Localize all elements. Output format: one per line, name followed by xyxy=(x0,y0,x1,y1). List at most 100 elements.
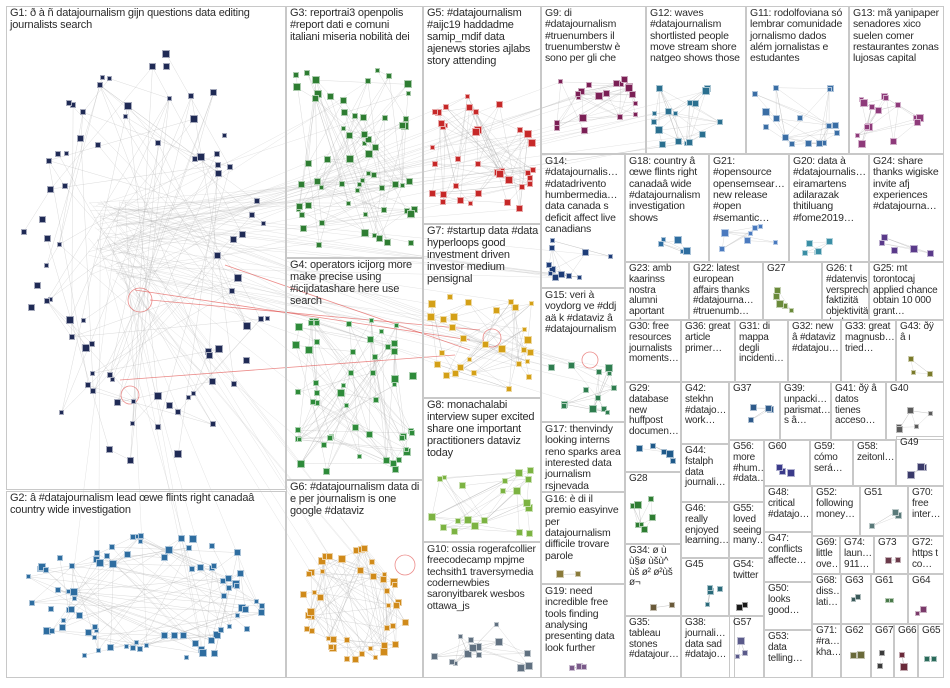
graph-node[interactable] xyxy=(524,170,531,177)
graph-node[interactable] xyxy=(556,570,565,579)
graph-node[interactable] xyxy=(391,339,399,347)
group-g13-box[interactable]: G13: mã yanipaper senadores xico suelen … xyxy=(849,6,944,154)
graph-node[interactable] xyxy=(330,635,338,643)
graph-node[interactable] xyxy=(736,636,745,645)
graph-node[interactable] xyxy=(408,239,415,246)
graph-node[interactable] xyxy=(456,196,464,204)
graph-node[interactable] xyxy=(292,83,301,92)
graph-node[interactable] xyxy=(751,225,758,232)
graph-node[interactable] xyxy=(394,323,400,329)
graph-node[interactable] xyxy=(673,236,682,245)
graph-node[interactable] xyxy=(91,634,97,640)
graph-node[interactable] xyxy=(664,107,672,115)
graph-node[interactable] xyxy=(371,232,377,238)
graph-node[interactable] xyxy=(107,643,114,651)
graph-node[interactable] xyxy=(475,651,482,658)
graph-node[interactable] xyxy=(327,644,334,651)
graph-node[interactable] xyxy=(352,424,360,432)
group-g60-box[interactable]: G60 xyxy=(764,440,810,486)
graph-node[interactable] xyxy=(672,110,678,116)
graph-node[interactable] xyxy=(524,650,532,657)
graph-node[interactable] xyxy=(186,544,193,551)
graph-node[interactable] xyxy=(762,123,769,130)
group-g46-box[interactable]: G46: really enjoyed learning… xyxy=(681,502,729,558)
group-g44-box[interactable]: G44: fstalph data journali… xyxy=(681,444,729,502)
graph-node[interactable] xyxy=(234,274,243,283)
graph-node[interactable] xyxy=(910,244,919,253)
graph-node[interactable] xyxy=(312,76,321,85)
graph-node[interactable] xyxy=(481,517,489,525)
group-g59-box[interactable]: G59: cómo será… xyxy=(810,440,853,486)
group-g9-box[interactable]: G9: di #datajournalism #truenumbers il t… xyxy=(541,6,646,154)
graph-node[interactable] xyxy=(805,139,813,147)
graph-node[interactable] xyxy=(214,169,222,177)
graph-node[interactable] xyxy=(312,95,320,103)
group-g40-box[interactable]: G40 xyxy=(886,382,944,440)
graph-node[interactable] xyxy=(92,623,99,630)
graph-node[interactable] xyxy=(313,320,320,327)
group-g16-box[interactable]: G16: è di il premio easyinve per datajou… xyxy=(541,492,625,584)
graph-node[interactable] xyxy=(59,624,67,632)
graph-node[interactable] xyxy=(874,106,882,114)
graph-node[interactable] xyxy=(442,372,450,380)
group-g38-box[interactable]: G38: journali… data sad #datajo… xyxy=(681,616,735,678)
graph-node[interactable] xyxy=(608,253,614,259)
graph-node[interactable] xyxy=(210,89,218,97)
graph-node[interactable] xyxy=(468,637,475,644)
graph-node[interactable] xyxy=(188,93,195,100)
group-g23-box[interactable]: G23: amb kaarinss nostra alumni aportant… xyxy=(625,262,689,320)
graph-node[interactable] xyxy=(306,571,313,578)
graph-node[interactable] xyxy=(299,212,306,219)
graph-node[interactable] xyxy=(864,124,871,131)
graph-node[interactable] xyxy=(452,183,459,190)
graph-node[interactable] xyxy=(517,664,526,673)
graph-node[interactable] xyxy=(669,457,676,464)
graph-node[interactable] xyxy=(186,395,192,401)
graph-node[interactable] xyxy=(805,239,813,247)
graph-node[interactable] xyxy=(208,377,216,385)
graph-node[interactable] xyxy=(868,104,875,111)
graph-node[interactable] xyxy=(907,407,915,415)
graph-node[interactable] xyxy=(566,273,573,280)
graph-node[interactable] xyxy=(650,604,658,612)
graph-node[interactable] xyxy=(144,642,150,648)
group-g3-box[interactable]: G3: reportrai3 openpolis #report dati e … xyxy=(286,6,423,258)
graph-node[interactable] xyxy=(430,653,438,661)
graph-node[interactable] xyxy=(451,528,459,536)
graph-node[interactable] xyxy=(779,467,787,475)
graph-node[interactable] xyxy=(190,390,196,396)
graph-node[interactable] xyxy=(190,114,199,123)
graph-node[interactable] xyxy=(369,573,377,581)
graph-node[interactable] xyxy=(567,361,575,369)
graph-node[interactable] xyxy=(527,139,536,148)
graph-node[interactable] xyxy=(47,185,55,193)
graph-node[interactable] xyxy=(43,235,51,243)
group-g52-box[interactable]: G52: following money… xyxy=(812,486,860,536)
graph-node[interactable] xyxy=(553,120,560,127)
graph-node[interactable] xyxy=(95,647,101,653)
group-g31-box[interactable]: G31: di mappa degli incidenti… xyxy=(735,320,788,382)
graph-node[interactable] xyxy=(761,108,770,117)
graph-node[interactable] xyxy=(123,101,132,110)
graph-node[interactable] xyxy=(177,534,185,542)
graph-node[interactable] xyxy=(446,293,453,300)
group-g70-box[interactable]: G70: free inter… xyxy=(908,486,944,536)
graph-node[interactable] xyxy=(401,618,409,626)
graph-node[interactable] xyxy=(367,646,373,652)
graph-node[interactable] xyxy=(815,139,823,147)
graph-node[interactable] xyxy=(213,630,222,639)
graph-node[interactable] xyxy=(660,448,667,455)
graph-node[interactable] xyxy=(237,569,245,577)
graph-node[interactable] xyxy=(300,590,308,598)
graph-node[interactable] xyxy=(94,141,101,148)
graph-node[interactable] xyxy=(54,586,61,593)
graph-node[interactable] xyxy=(341,383,347,389)
graph-node[interactable] xyxy=(826,238,834,246)
graph-node[interactable] xyxy=(171,632,178,640)
graph-node[interactable] xyxy=(231,381,238,388)
graph-node[interactable] xyxy=(580,664,587,671)
graph-node[interactable] xyxy=(235,612,241,618)
group-g45-box[interactable]: G45 xyxy=(681,558,729,616)
graph-node[interactable] xyxy=(61,618,67,624)
graph-node[interactable] xyxy=(528,301,534,307)
